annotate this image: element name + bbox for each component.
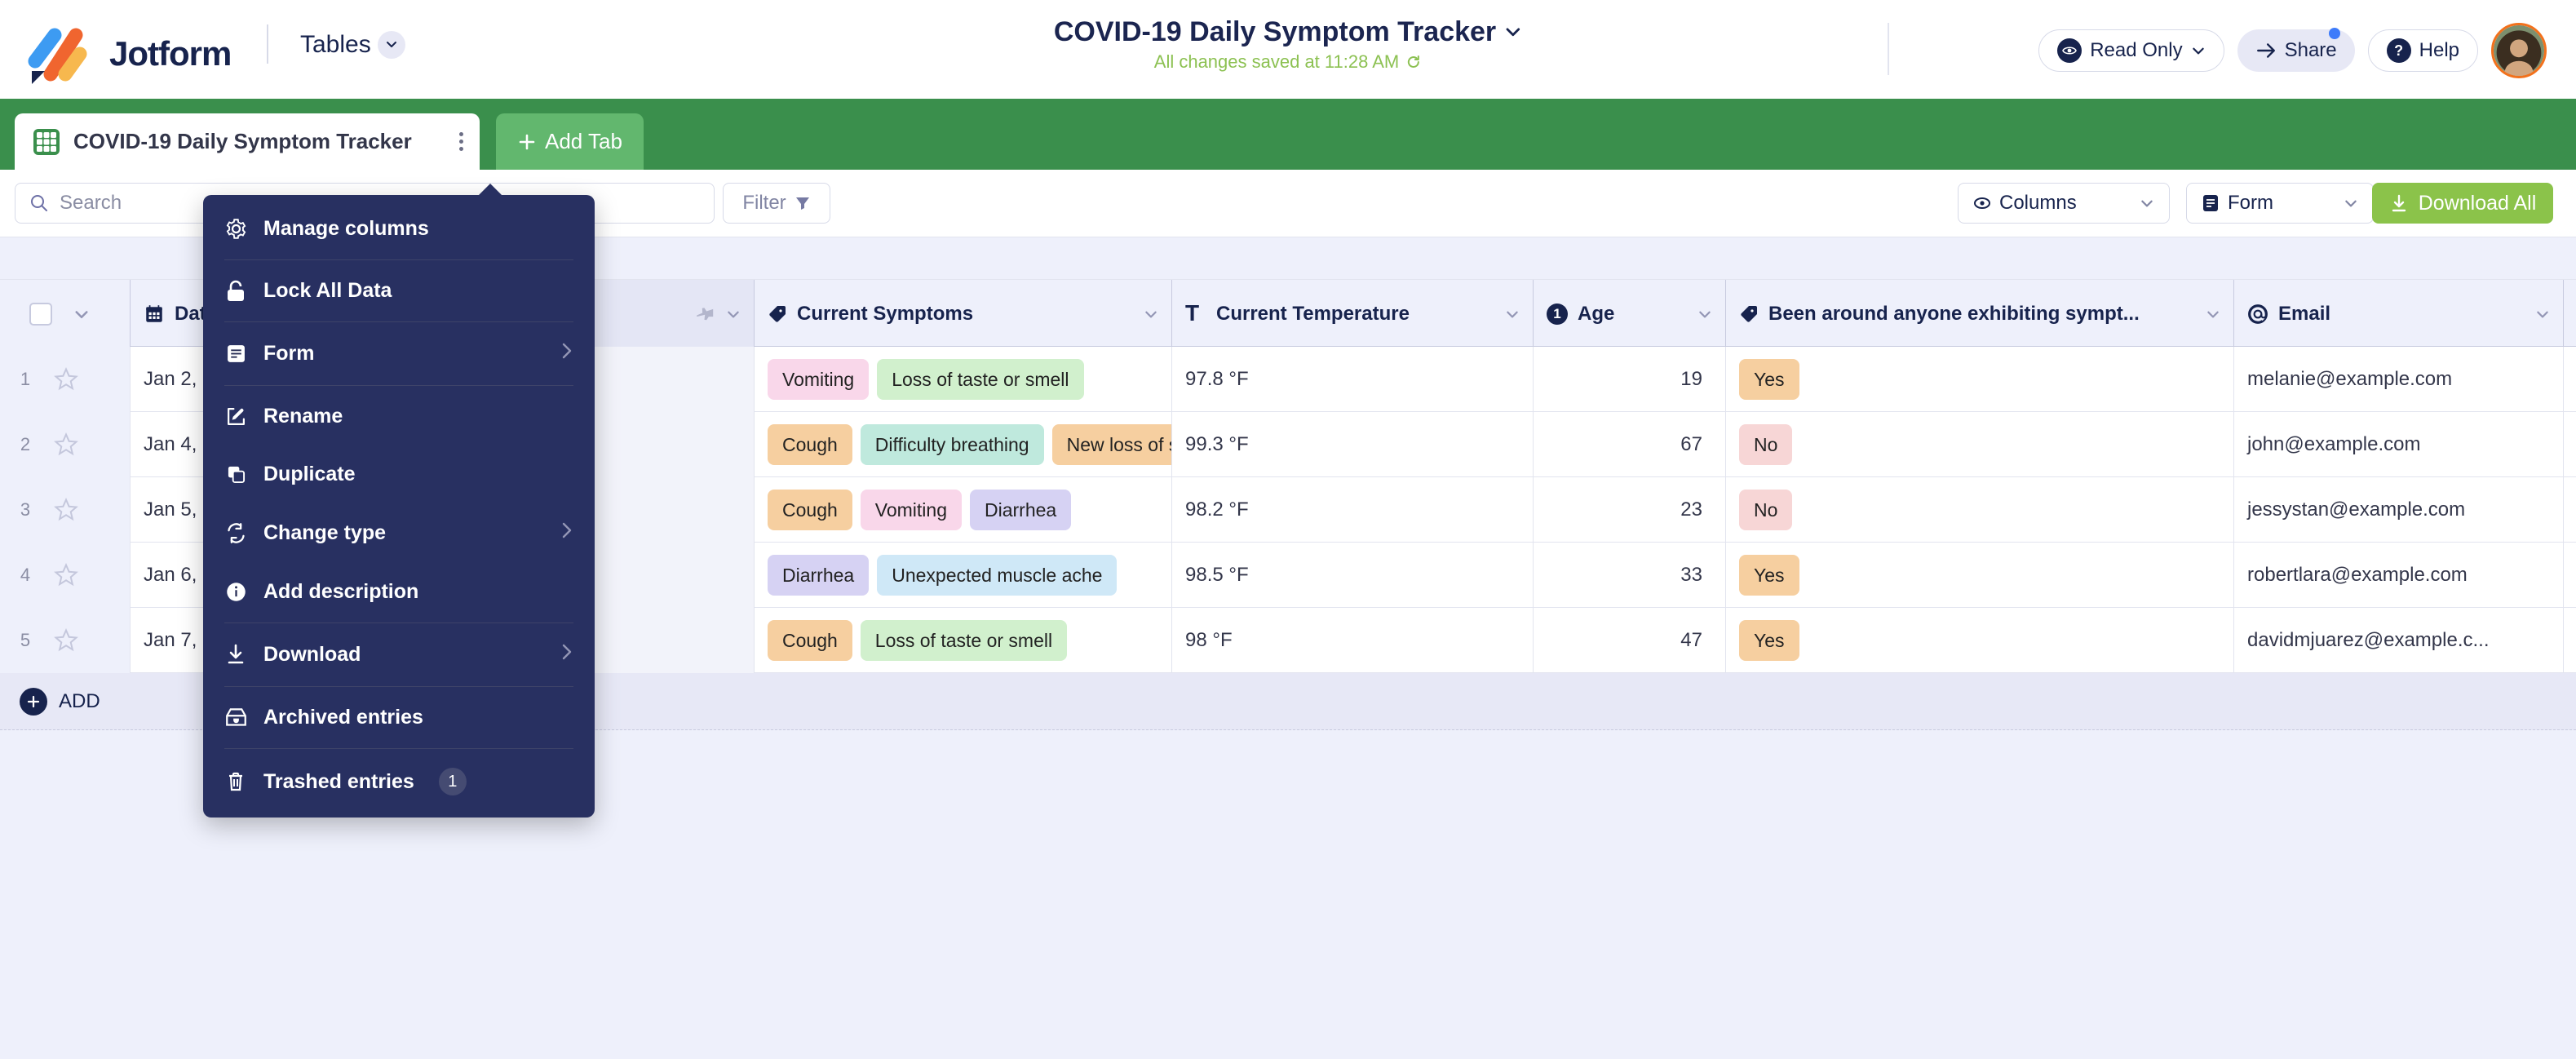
svg-text:T: T: [1185, 303, 1199, 326]
